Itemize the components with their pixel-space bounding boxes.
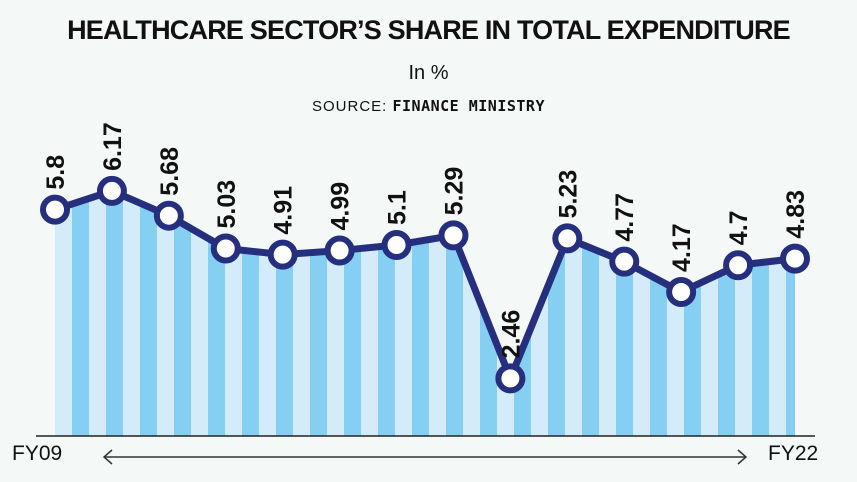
chart-subtitle: In % [408,62,449,84]
data-point-marker [438,220,469,251]
area-stripe [378,190,396,436]
data-label: 5.29 [440,167,468,216]
chart-title: HEALTHCARE SECTOR’S SHARE IN TOTAL EXPEN… [67,15,791,45]
area-stripe [72,190,90,436]
area-stripe [242,190,260,436]
x-end-label: FY22 [768,442,819,465]
chart-source: SOURCE: FINANCE MINISTRY [0,97,857,115]
area-stripe [310,190,328,436]
data-label: 6.17 [99,122,127,171]
area-stripe [157,190,175,436]
data-point-marker [324,235,355,266]
data-label: 5.1 [384,190,412,225]
source-value: FINANCE MINISTRY [392,97,545,115]
area-stripe [174,190,192,436]
data-label: 4.99 [327,182,355,231]
data-label: 4.17 [668,223,696,272]
data-point-marker [381,229,412,260]
area-stripe [412,190,430,436]
data-point-marker [267,239,298,270]
area-stripe [55,190,73,436]
area-stripe [429,190,447,436]
data-point-marker [153,200,184,231]
data-point-marker [495,363,526,394]
data-point-marker [40,194,70,225]
area-stripe [395,190,413,436]
area-stripe [293,190,311,436]
area-fill [55,190,795,436]
data-label: 4.77 [611,193,639,242]
data-label: 2.46 [497,310,525,359]
area-stripe [565,190,583,436]
area-stripe [480,190,498,436]
data-point-marker [552,223,583,254]
data-label: 5.03 [213,180,241,229]
area-stripe [582,190,600,436]
data-point-marker [666,276,697,307]
area-stripe [650,190,668,436]
area-stripe [140,190,158,436]
data-label: 5.68 [156,147,184,196]
x-start-label: FY09 [12,442,63,465]
arrow-right-head [737,449,748,465]
data-point-marker [780,243,810,274]
area-stripe [361,190,379,436]
data-label: 4.7 [725,210,753,245]
data-label: 4.83 [782,190,810,239]
data-point-marker [609,246,640,277]
area-stripe [123,190,141,436]
area-stripe [786,190,795,436]
data-label: 4.91 [270,186,298,235]
area-stripe [106,190,124,436]
data-point-marker [210,233,241,264]
data-point-marker [96,175,127,206]
area-stripe [531,190,549,436]
data-point-marker [723,250,754,281]
area-stripe [191,190,209,436]
arrow-left-head [102,449,113,465]
source-label: SOURCE: [311,98,388,115]
data-label: 5.8 [42,155,70,190]
area-stripe [89,190,107,436]
data-label: 5.23 [554,170,582,219]
area-stripe [701,190,719,436]
